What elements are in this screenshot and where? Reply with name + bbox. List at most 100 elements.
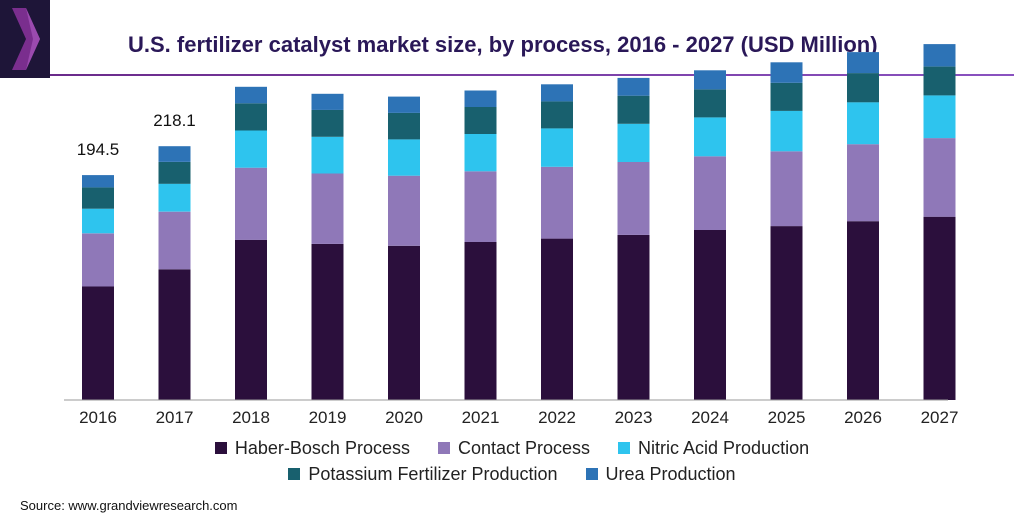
bar-segment-2021-contact-process bbox=[464, 171, 497, 242]
bar-segment-2022-nitric-acid-production bbox=[541, 128, 573, 167]
bar-segment-2017-potassium-fertilizer-production bbox=[158, 162, 191, 184]
legend-item: Urea Production bbox=[585, 463, 736, 485]
bar-segment-2023-potassium-fertilizer-production bbox=[617, 95, 650, 124]
bar-segment-2017-urea-production bbox=[158, 146, 191, 162]
bar-segment-2023-haber-bosch-process bbox=[617, 234, 650, 400]
bar-segment-2019-haber-bosch-process bbox=[311, 243, 344, 400]
bar-segment-2017-haber-bosch-process bbox=[158, 269, 191, 400]
x-tick-label: 2019 bbox=[309, 408, 347, 427]
bar-segment-2021-urea-production bbox=[464, 90, 497, 107]
brand-logo bbox=[0, 0, 50, 78]
bar-segment-2024-potassium-fertilizer-production bbox=[694, 89, 726, 118]
x-tick-label: 2021 bbox=[462, 408, 500, 427]
bars-group bbox=[82, 44, 956, 400]
bar-segment-2023-nitric-acid-production bbox=[617, 123, 650, 162]
legend-label: Nitric Acid Production bbox=[638, 437, 810, 458]
bar-segment-2027-potassium-fertilizer-production bbox=[923, 66, 956, 96]
bar-segment-2025-urea-production bbox=[770, 62, 803, 83]
bar-segment-2016-urea-production bbox=[82, 175, 114, 188]
bar-segment-2018-urea-production bbox=[235, 86, 267, 104]
bar-segment-2026-contact-process bbox=[847, 144, 879, 222]
bar-segment-2022-haber-bosch-process bbox=[541, 238, 573, 400]
bar-segment-2026-potassium-fertilizer-production bbox=[847, 73, 879, 103]
legend-label: Contact Process bbox=[457, 437, 591, 458]
legend-item: Potassium Fertilizer Production bbox=[288, 463, 558, 485]
x-tick-label: 2022 bbox=[538, 408, 576, 427]
bar-segment-2016-haber-bosch-process bbox=[82, 286, 114, 400]
x-tick-label: 2026 bbox=[844, 408, 882, 427]
bar-segment-2021-haber-bosch-process bbox=[464, 242, 497, 400]
bar-segment-2027-nitric-acid-production bbox=[923, 95, 956, 139]
bar-segment-2026-haber-bosch-process bbox=[847, 221, 879, 400]
bar-segment-2019-urea-production bbox=[311, 93, 344, 110]
bar-segment-2018-potassium-fertilizer-production bbox=[235, 103, 267, 131]
bar-segment-2023-contact-process bbox=[617, 162, 650, 235]
legend-swatch bbox=[288, 468, 301, 480]
bar-segment-2022-urea-production bbox=[541, 84, 573, 102]
x-tick-label: 2023 bbox=[615, 408, 653, 427]
legend-row: Haber-Bosch Process Contact Process Nitric… bbox=[0, 436, 1024, 460]
bar-segment-2018-nitric-acid-production bbox=[235, 130, 267, 168]
x-tick-label: 2025 bbox=[768, 408, 806, 427]
bar-segment-2016-contact-process bbox=[82, 233, 114, 287]
legend-swatch bbox=[214, 442, 227, 454]
bar-segment-2025-nitric-acid-production bbox=[770, 110, 803, 152]
bar-segment-2020-contact-process bbox=[388, 175, 420, 246]
bar-segment-2024-contact-process bbox=[694, 156, 726, 230]
bar-segment-2027-contact-process bbox=[923, 138, 956, 217]
bar-segment-2020-haber-bosch-process bbox=[388, 245, 420, 400]
bar-segment-2025-potassium-fertilizer-production bbox=[770, 82, 803, 111]
x-axis-ticks: 2016 2017 2018 2019 2020 2021 2022 2023 2024 2025… bbox=[79, 408, 958, 427]
bar-segment-2026-urea-production bbox=[847, 52, 879, 74]
data-label-2016: 194.5 bbox=[77, 140, 120, 159]
bar-segment-2018-contact-process bbox=[235, 167, 267, 240]
bar-segment-2017-contact-process bbox=[158, 211, 191, 270]
x-tick-label: 2017 bbox=[156, 408, 194, 427]
legend-label: Potassium Fertilizer Production bbox=[308, 463, 558, 484]
bar-segment-2025-haber-bosch-process bbox=[770, 226, 803, 400]
bar-segment-2022-contact-process bbox=[541, 166, 573, 239]
bar-segment-2023-urea-production bbox=[617, 77, 650, 96]
bar-segment-2020-potassium-fertilizer-production bbox=[388, 112, 420, 140]
bar-segment-2016-nitric-acid-production bbox=[82, 208, 114, 234]
data-labels-group: 194.5 218.1 bbox=[77, 111, 196, 159]
title-divider bbox=[50, 74, 1014, 76]
x-tick-label: 2027 bbox=[921, 408, 959, 427]
legend-swatch bbox=[437, 442, 450, 454]
data-label-2017: 218.1 bbox=[153, 111, 196, 130]
bar-segment-2016-potassium-fertilizer-production bbox=[82, 187, 114, 209]
x-tick-label: 2016 bbox=[79, 408, 117, 427]
legend-row: Potassium Fertilizer Production Urea Prod… bbox=[0, 462, 1024, 486]
legend: Haber-Bosch Process Contact Process Nitric… bbox=[0, 436, 1024, 486]
bar-segment-2024-urea-production bbox=[694, 70, 726, 90]
bar-segment-2022-potassium-fertilizer-production bbox=[541, 101, 573, 129]
x-tick-label: 2020 bbox=[385, 408, 423, 427]
legend-label: Urea Production bbox=[605, 463, 736, 484]
bar-segment-2019-nitric-acid-production bbox=[311, 136, 344, 174]
bar-segment-2020-urea-production bbox=[388, 96, 420, 113]
legend-swatch bbox=[618, 442, 631, 454]
legend-label: Haber-Bosch Process bbox=[234, 437, 410, 458]
legend-item: Contact Process bbox=[437, 437, 591, 459]
legend-item: Haber-Bosch Process bbox=[214, 437, 410, 459]
bar-segment-2019-contact-process bbox=[311, 173, 344, 244]
bar-segment-2021-nitric-acid-production bbox=[464, 133, 497, 172]
bar-segment-2020-nitric-acid-production bbox=[388, 139, 420, 176]
logo-chevron-inner bbox=[26, 8, 40, 70]
bar-segment-2018-haber-bosch-process bbox=[235, 239, 267, 400]
x-tick-label: 2024 bbox=[691, 408, 729, 427]
bar-segment-2017-nitric-acid-production bbox=[158, 183, 191, 212]
stacked-bar-chart: 2016 2017 2018 2019 2020 2021 2022 2023 2024 2025… bbox=[64, 44, 958, 427]
bar-segment-2026-nitric-acid-production bbox=[847, 102, 879, 145]
legend-item: Nitric Acid Production bbox=[618, 438, 809, 459]
bar-segment-2024-haber-bosch-process bbox=[694, 230, 726, 400]
bar-segment-2021-potassium-fertilizer-production bbox=[464, 107, 497, 134]
bar-segment-2019-potassium-fertilizer-production bbox=[311, 109, 344, 137]
bar-segment-2027-urea-production bbox=[923, 44, 956, 67]
source-note: Source: www.grandviewresearch.com bbox=[20, 498, 238, 513]
bar-segment-2027-haber-bosch-process bbox=[923, 216, 956, 400]
bar-segment-2024-nitric-acid-production bbox=[694, 117, 726, 157]
bar-segment-2025-contact-process bbox=[770, 151, 803, 227]
x-tick-label: 2018 bbox=[232, 408, 270, 427]
legend-swatch bbox=[585, 468, 598, 480]
